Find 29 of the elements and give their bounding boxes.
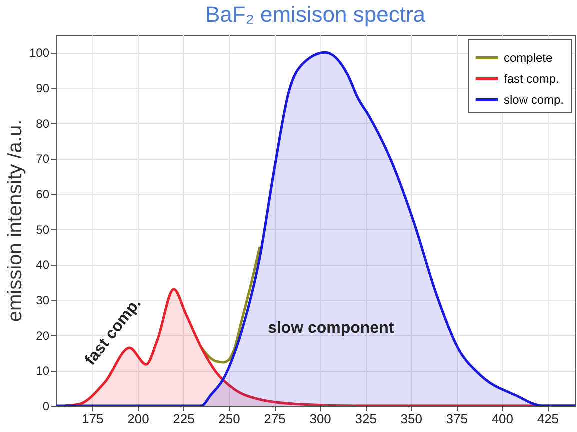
- y-tick-label: 20: [36, 328, 50, 343]
- x-tick-label: 175: [82, 412, 104, 426]
- x-tick-label: 200: [128, 412, 150, 426]
- x-tick-label: 400: [492, 412, 514, 426]
- x-tick-label: 275: [264, 412, 286, 426]
- legend-label: complete: [504, 51, 554, 65]
- y-tick-label: 80: [36, 116, 50, 131]
- y-axis-title: emission intensity /a.u.: [4, 120, 26, 322]
- y-tick-label: 50: [36, 222, 50, 237]
- y-tick-label: 10: [36, 364, 50, 378]
- x-tick-label: 425: [537, 412, 560, 426]
- y-tick-label: 90: [36, 82, 50, 96]
- x-tick-label: 375: [446, 412, 468, 426]
- y-tick-label: 40: [36, 258, 50, 272]
- legend-label: slow comp.: [504, 93, 564, 107]
- y-tick-label: 100: [29, 46, 50, 60]
- x-tick-label: 225: [173, 412, 195, 426]
- line-series: [200, 246, 262, 364]
- legend-label: fast comp.: [504, 72, 560, 86]
- chart-title: BaF₂ emisison spectra: [205, 2, 426, 27]
- x-tick-label: 300: [310, 412, 332, 426]
- y-tick-label: 30: [36, 294, 50, 308]
- y-tick-label: 0: [42, 400, 50, 414]
- x-tick-label: 250: [218, 412, 240, 426]
- x-tick-label: 325: [355, 412, 377, 426]
- y-tick-label: 60: [36, 188, 50, 202]
- annotation: slow component: [268, 320, 395, 338]
- x-tick-label: 350: [400, 412, 422, 426]
- y-tick-label: 70: [36, 152, 50, 166]
